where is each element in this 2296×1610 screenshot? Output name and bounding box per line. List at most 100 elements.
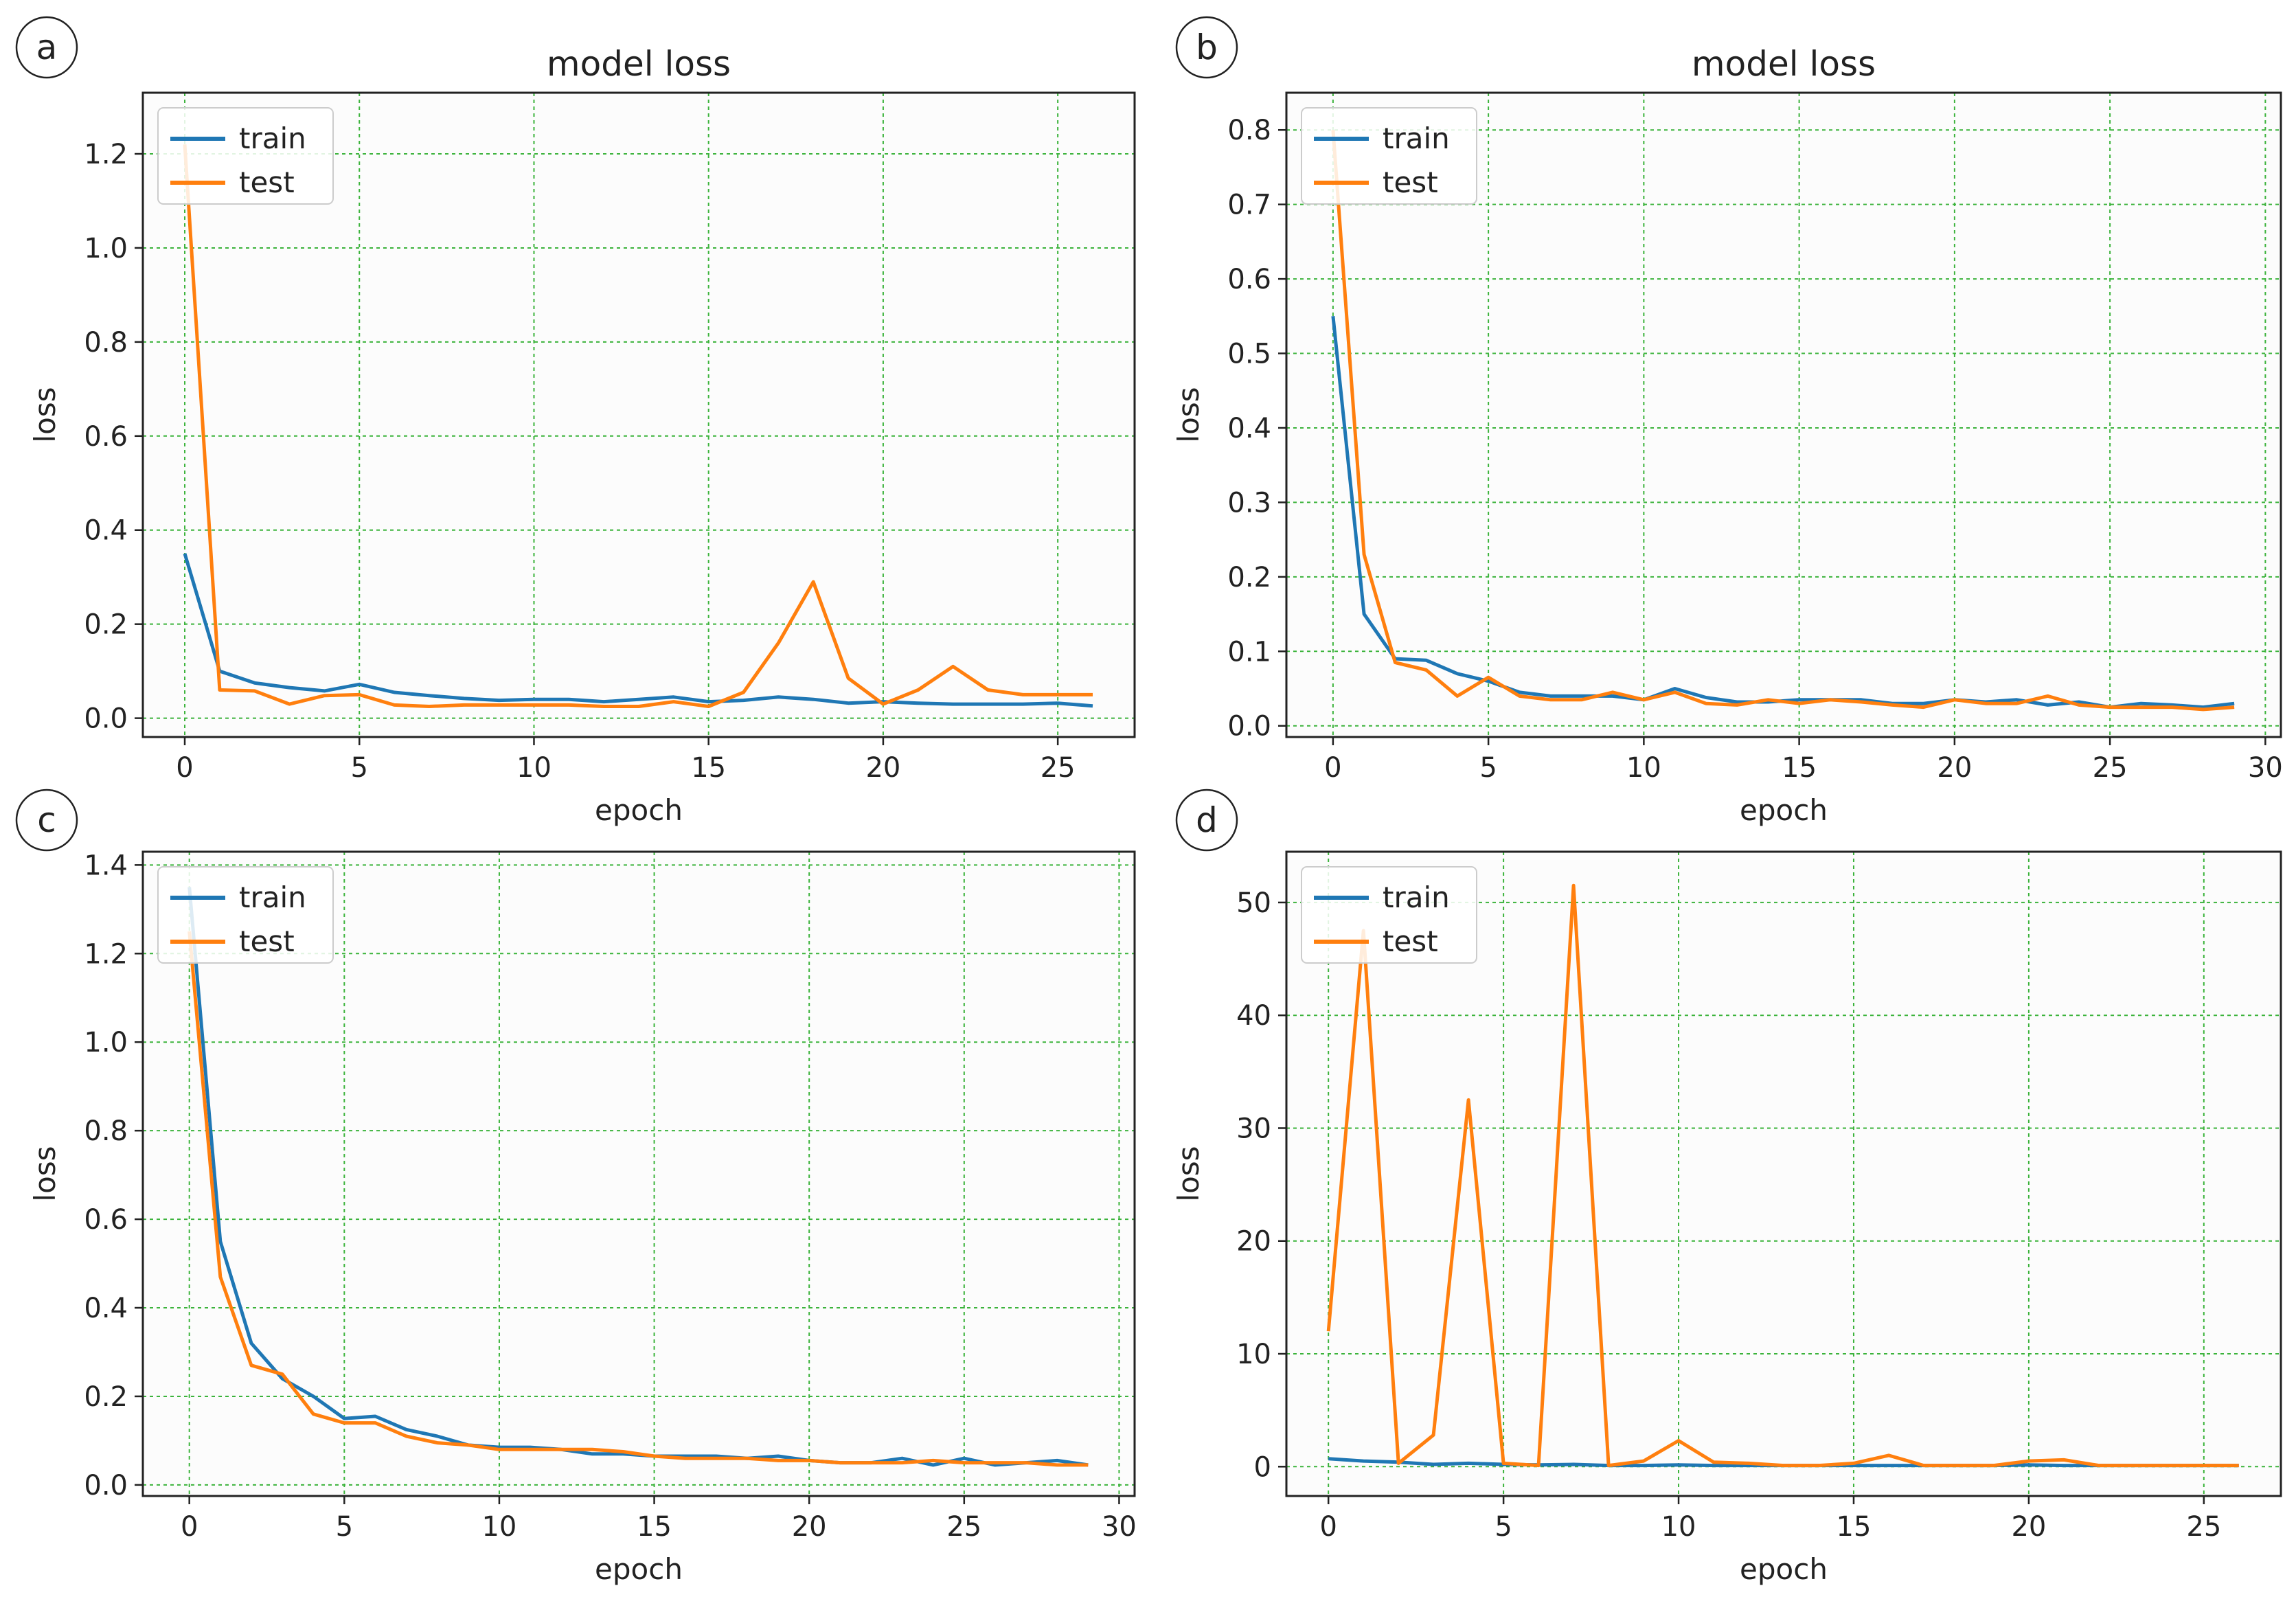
chart-c-test-point <box>312 1412 315 1416</box>
chart-c-y-tick-label: 1.4 <box>84 850 128 881</box>
chart-b-y-tick-label: 0.6 <box>1227 264 1271 295</box>
chart-d-test-point <box>1712 1460 1716 1464</box>
chart-a-x-tick-label: 15 <box>691 752 726 784</box>
chart-a-train-point <box>672 695 675 699</box>
chart-b-train-point <box>1331 315 1334 318</box>
chart-c-train-point <box>591 1452 594 1455</box>
chart-c-test-point <box>1025 1461 1028 1464</box>
chart-b-test-point <box>1455 694 1459 698</box>
chart-d-test-point <box>1572 884 1576 887</box>
chart-a-test-point <box>218 688 221 692</box>
chart-c-legend-box <box>157 866 334 964</box>
chart-b: b 0 5 10 15 20 25 30 0.0 0.1 0.2 0.3 0.4 0.5 0.6 0.7 0.8… <box>1172 16 2283 827</box>
chart-c-test-point <box>497 1448 501 1451</box>
chart-c-test-point <box>466 1443 470 1447</box>
chart-b-y-tick-label: 0.3 <box>1227 487 1271 519</box>
chart-b-test-point <box>1922 705 1925 709</box>
chart-b-x-tick-label: 30 <box>2248 752 2283 784</box>
chart-d-frame <box>1285 850 2282 1497</box>
chart-c-test-point <box>839 1461 842 1464</box>
chart-d-train-point <box>1887 1464 1890 1467</box>
chart-a-train-point <box>393 690 396 694</box>
chart-a-test-point <box>253 689 256 692</box>
chart-d-legend-label-test: test <box>1383 925 1438 958</box>
chart-b-legend-label-train: train <box>1383 122 1450 155</box>
chart-c-y-tick-label: 1.2 <box>84 938 128 970</box>
chart-a-test-point <box>672 700 675 703</box>
chart-c-y-tick-label: 0.8 <box>84 1115 128 1147</box>
chart-c-test-point <box>218 1275 222 1278</box>
chart-a-x-tick-label: 5 <box>351 752 368 784</box>
chart-c-x-tick-label: 10 <box>481 1511 516 1543</box>
chart-d-y-tick-label: 20 <box>1236 1226 1271 1258</box>
chart-c-test-point <box>529 1448 532 1451</box>
chart-b-test-point <box>1363 553 1366 556</box>
chart-a-train-point <box>427 694 431 697</box>
chart-d-test-point <box>2027 1460 2030 1463</box>
chart-c-test-point <box>249 1363 253 1367</box>
chart-a-test-point <box>323 694 326 697</box>
chart-a-y-tick-label: 0.8 <box>84 327 128 359</box>
chart-a-test-point <box>497 703 501 707</box>
chart-a-train-point <box>532 698 536 701</box>
chart-c-test-point <box>962 1461 966 1464</box>
chart-a-test-point <box>986 688 990 692</box>
chart-d-test-point <box>1327 1330 1330 1333</box>
chart-a-train-point <box>323 689 326 692</box>
chart-a-train-point <box>1091 704 1094 707</box>
chart-d-test-point <box>1537 1464 1541 1467</box>
chart-d-legend: train test <box>1301 866 1477 964</box>
chart-c-series-test-line <box>187 931 1089 1467</box>
chart-d-panel-badge <box>1175 789 1238 852</box>
chart-b-train-point <box>1611 694 1615 698</box>
chart-a-test-point <box>742 690 745 694</box>
chart-c-train-point <box>931 1463 935 1466</box>
chart-d-test-point <box>1397 1462 1400 1465</box>
chart-d-series-test-line <box>1326 883 2239 1468</box>
chart-d-test-point <box>2062 1458 2065 1462</box>
chart-d-test-point <box>1992 1464 1995 1467</box>
chart-b-test-point <box>1549 698 1552 701</box>
chart-c-y-tick-label: 0.0 <box>84 1470 128 1501</box>
chart-c-x-tick-label: 20 <box>792 1511 827 1543</box>
chart-b-train-point <box>1455 672 1459 675</box>
chart-c-legend: train test <box>157 866 334 964</box>
chart-a-test-point <box>777 642 780 645</box>
chart-c-x-tick-label: 30 <box>1102 1511 1137 1543</box>
chart-c-test-point <box>622 1450 625 1453</box>
chart-c-y-tick-label: 0.4 <box>84 1293 128 1324</box>
chart-c-test-point <box>1056 1463 1059 1466</box>
chart-a-y-axis-label: loss <box>28 387 62 442</box>
chart-a-y-tick-label: 0.0 <box>84 703 128 735</box>
chart-d-x-tick-label: 0 <box>1319 1511 1337 1543</box>
chart-c-train-point <box>900 1457 904 1460</box>
chart-a-test-point <box>881 703 885 706</box>
chart-b-y-tick-label: 0.1 <box>1227 636 1271 668</box>
chart-b-test-point <box>1642 698 1646 701</box>
chart-a-title: model loss <box>547 44 731 84</box>
chart-b-panel-letter: b <box>1196 27 1218 67</box>
chart-b-test-point <box>1953 698 1956 701</box>
chart-d-train-point <box>1362 1460 1365 1463</box>
chart-d-train-point <box>1677 1463 1681 1466</box>
chart-b-legend-label-test: test <box>1383 166 1438 199</box>
chart-a-test-point <box>532 703 536 707</box>
chart-b-test-point <box>1518 694 1521 698</box>
chart-d-train-point <box>2027 1463 2030 1466</box>
chart-d-test-point <box>1467 1098 1470 1102</box>
chart-c-test-point <box>1087 1463 1090 1466</box>
chart-b-train-point <box>2233 702 2236 705</box>
chart-c-test-point <box>683 1457 687 1460</box>
chart-b-title: model loss <box>1692 44 1876 84</box>
chart-d-test-point <box>1922 1464 1925 1467</box>
chart-c-train-point <box>343 1417 346 1420</box>
chart-a-train-point <box>637 698 641 701</box>
chart-b-test-point <box>1984 702 1988 705</box>
chart-d-x-tick-label: 5 <box>1494 1511 1512 1543</box>
chart-a-x-axis-label: epoch <box>595 793 683 827</box>
chart-c-train-point <box>962 1457 966 1460</box>
chart-a-test-point <box>358 693 361 696</box>
chart-d-train-point <box>1432 1463 1435 1466</box>
chart-a-test-point <box>916 688 920 692</box>
chart-a-train-point <box>567 698 571 701</box>
